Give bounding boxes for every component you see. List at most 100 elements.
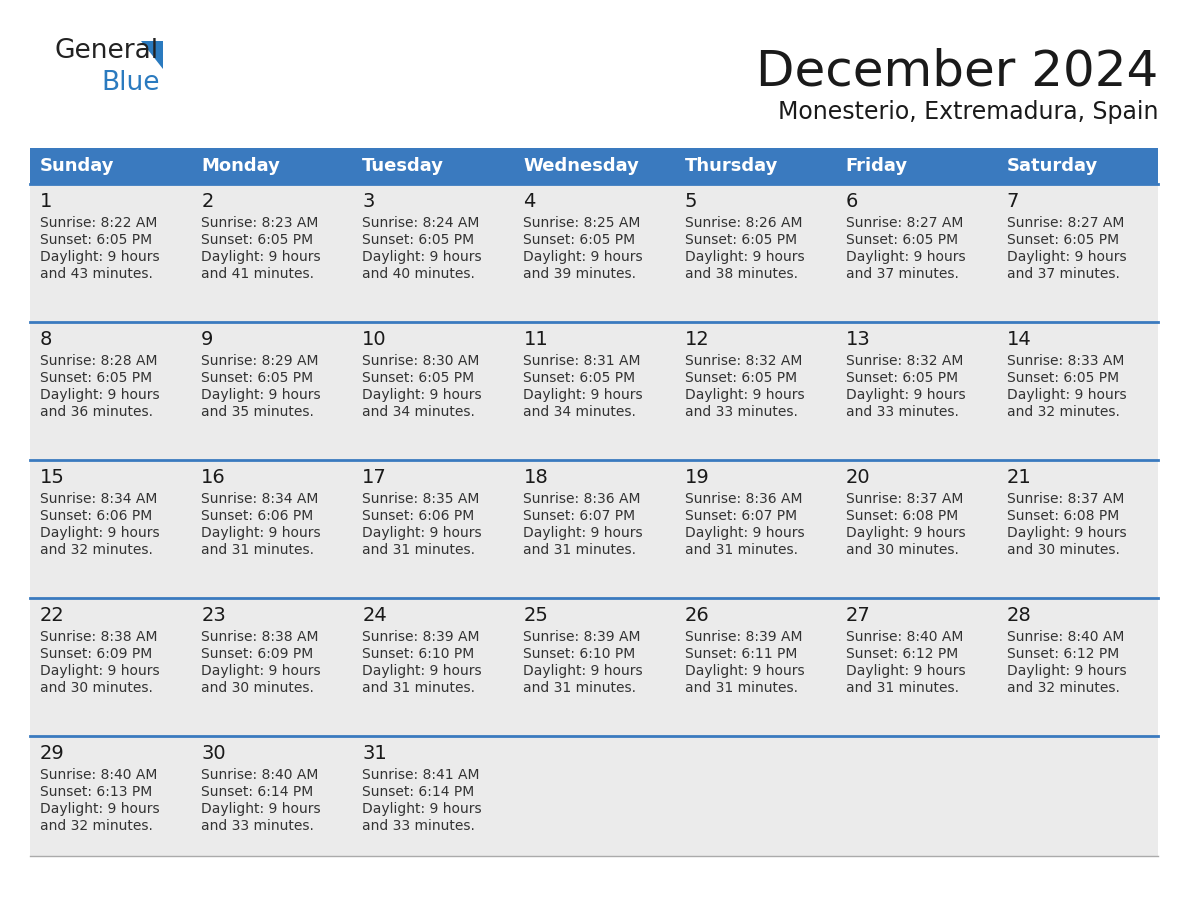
- Text: and 31 minutes.: and 31 minutes.: [846, 681, 959, 695]
- Text: Daylight: 9 hours: Daylight: 9 hours: [362, 802, 482, 816]
- Text: Sunrise: 8:27 AM: Sunrise: 8:27 AM: [1007, 216, 1124, 230]
- Text: 11: 11: [524, 330, 548, 349]
- Text: 10: 10: [362, 330, 387, 349]
- Text: and 33 minutes.: and 33 minutes.: [684, 405, 797, 419]
- Text: Daylight: 9 hours: Daylight: 9 hours: [846, 388, 966, 402]
- Text: Sunrise: 8:38 AM: Sunrise: 8:38 AM: [201, 630, 318, 644]
- Text: Daylight: 9 hours: Daylight: 9 hours: [1007, 250, 1126, 264]
- Text: Sunset: 6:05 PM: Sunset: 6:05 PM: [846, 233, 958, 247]
- Text: Sunset: 6:05 PM: Sunset: 6:05 PM: [1007, 233, 1119, 247]
- Text: Sunset: 6:07 PM: Sunset: 6:07 PM: [684, 509, 797, 523]
- Text: Daylight: 9 hours: Daylight: 9 hours: [684, 388, 804, 402]
- Text: Daylight: 9 hours: Daylight: 9 hours: [362, 664, 482, 678]
- Text: and 38 minutes.: and 38 minutes.: [684, 267, 797, 281]
- Text: Sunset: 6:05 PM: Sunset: 6:05 PM: [201, 371, 314, 385]
- Text: Daylight: 9 hours: Daylight: 9 hours: [524, 250, 643, 264]
- Text: Sunset: 6:10 PM: Sunset: 6:10 PM: [524, 647, 636, 661]
- Text: Sunset: 6:06 PM: Sunset: 6:06 PM: [201, 509, 314, 523]
- Text: Monesterio, Extremadura, Spain: Monesterio, Extremadura, Spain: [777, 100, 1158, 124]
- Text: Sunset: 6:05 PM: Sunset: 6:05 PM: [846, 371, 958, 385]
- Text: Sunset: 6:05 PM: Sunset: 6:05 PM: [40, 233, 152, 247]
- Text: Sunrise: 8:33 AM: Sunrise: 8:33 AM: [1007, 354, 1124, 368]
- Text: Daylight: 9 hours: Daylight: 9 hours: [684, 250, 804, 264]
- Text: Sunrise: 8:22 AM: Sunrise: 8:22 AM: [40, 216, 157, 230]
- Text: 20: 20: [846, 468, 871, 487]
- Text: Sunrise: 8:27 AM: Sunrise: 8:27 AM: [846, 216, 963, 230]
- Text: Sunrise: 8:26 AM: Sunrise: 8:26 AM: [684, 216, 802, 230]
- Bar: [30, 148, 1158, 184]
- Text: Daylight: 9 hours: Daylight: 9 hours: [1007, 664, 1126, 678]
- Text: Sunrise: 8:31 AM: Sunrise: 8:31 AM: [524, 354, 642, 368]
- Text: Sunset: 6:12 PM: Sunset: 6:12 PM: [1007, 647, 1119, 661]
- Text: and 33 minutes.: and 33 minutes.: [362, 819, 475, 833]
- Text: 8: 8: [40, 330, 52, 349]
- Text: Tuesday: Tuesday: [362, 157, 444, 175]
- Text: Daylight: 9 hours: Daylight: 9 hours: [684, 526, 804, 540]
- Text: Sunrise: 8:37 AM: Sunrise: 8:37 AM: [846, 492, 963, 506]
- Text: 15: 15: [40, 468, 65, 487]
- Text: and 32 minutes.: and 32 minutes.: [40, 819, 153, 833]
- Text: Sunrise: 8:23 AM: Sunrise: 8:23 AM: [201, 216, 318, 230]
- Text: Sunrise: 8:34 AM: Sunrise: 8:34 AM: [201, 492, 318, 506]
- Bar: [30, 322, 1158, 460]
- Text: and 41 minutes.: and 41 minutes.: [201, 267, 314, 281]
- Text: Daylight: 9 hours: Daylight: 9 hours: [362, 526, 482, 540]
- Text: 3: 3: [362, 192, 374, 211]
- Text: Sunset: 6:05 PM: Sunset: 6:05 PM: [524, 371, 636, 385]
- Text: 19: 19: [684, 468, 709, 487]
- Text: Daylight: 9 hours: Daylight: 9 hours: [362, 250, 482, 264]
- Text: Sunset: 6:07 PM: Sunset: 6:07 PM: [524, 509, 636, 523]
- Text: Daylight: 9 hours: Daylight: 9 hours: [524, 526, 643, 540]
- Text: and 37 minutes.: and 37 minutes.: [846, 267, 959, 281]
- Text: Sunset: 6:06 PM: Sunset: 6:06 PM: [362, 509, 474, 523]
- Text: 4: 4: [524, 192, 536, 211]
- Text: Monday: Monday: [201, 157, 280, 175]
- Text: Sunrise: 8:39 AM: Sunrise: 8:39 AM: [362, 630, 480, 644]
- Text: 2: 2: [201, 192, 214, 211]
- Text: Sunrise: 8:41 AM: Sunrise: 8:41 AM: [362, 768, 480, 782]
- Text: Sunset: 6:10 PM: Sunset: 6:10 PM: [362, 647, 474, 661]
- Text: Sunset: 6:05 PM: Sunset: 6:05 PM: [362, 371, 474, 385]
- Text: Sunrise: 8:40 AM: Sunrise: 8:40 AM: [40, 768, 157, 782]
- Text: General: General: [55, 38, 159, 64]
- Text: Daylight: 9 hours: Daylight: 9 hours: [362, 388, 482, 402]
- Text: Sunset: 6:08 PM: Sunset: 6:08 PM: [846, 509, 958, 523]
- Text: Sunrise: 8:39 AM: Sunrise: 8:39 AM: [684, 630, 802, 644]
- Text: Sunrise: 8:28 AM: Sunrise: 8:28 AM: [40, 354, 158, 368]
- Text: Sunset: 6:11 PM: Sunset: 6:11 PM: [684, 647, 797, 661]
- Text: 29: 29: [40, 744, 65, 763]
- Text: Sunset: 6:05 PM: Sunset: 6:05 PM: [201, 233, 314, 247]
- Text: Sunset: 6:09 PM: Sunset: 6:09 PM: [40, 647, 152, 661]
- Text: 21: 21: [1007, 468, 1031, 487]
- Text: Sunset: 6:05 PM: Sunset: 6:05 PM: [40, 371, 152, 385]
- Text: Sunset: 6:05 PM: Sunset: 6:05 PM: [362, 233, 474, 247]
- Text: 23: 23: [201, 606, 226, 625]
- Text: Daylight: 9 hours: Daylight: 9 hours: [524, 388, 643, 402]
- Text: Daylight: 9 hours: Daylight: 9 hours: [201, 802, 321, 816]
- Text: and 31 minutes.: and 31 minutes.: [684, 543, 797, 557]
- Text: and 34 minutes.: and 34 minutes.: [362, 405, 475, 419]
- Text: and 32 minutes.: and 32 minutes.: [1007, 405, 1120, 419]
- Text: Sunset: 6:05 PM: Sunset: 6:05 PM: [524, 233, 636, 247]
- Text: 1: 1: [40, 192, 52, 211]
- Bar: [30, 184, 1158, 322]
- Text: Sunrise: 8:25 AM: Sunrise: 8:25 AM: [524, 216, 640, 230]
- Text: Daylight: 9 hours: Daylight: 9 hours: [40, 250, 159, 264]
- Text: Sunset: 6:13 PM: Sunset: 6:13 PM: [40, 785, 152, 799]
- Text: and 31 minutes.: and 31 minutes.: [362, 681, 475, 695]
- Text: Sunrise: 8:40 AM: Sunrise: 8:40 AM: [1007, 630, 1124, 644]
- Text: and 30 minutes.: and 30 minutes.: [40, 681, 153, 695]
- Text: Sunrise: 8:32 AM: Sunrise: 8:32 AM: [846, 354, 963, 368]
- Text: and 30 minutes.: and 30 minutes.: [846, 543, 959, 557]
- Text: Daylight: 9 hours: Daylight: 9 hours: [40, 802, 159, 816]
- Text: Sunrise: 8:37 AM: Sunrise: 8:37 AM: [1007, 492, 1124, 506]
- Text: Daylight: 9 hours: Daylight: 9 hours: [201, 664, 321, 678]
- Text: and 31 minutes.: and 31 minutes.: [524, 543, 637, 557]
- Text: 27: 27: [846, 606, 871, 625]
- Text: Daylight: 9 hours: Daylight: 9 hours: [1007, 388, 1126, 402]
- Text: Sunset: 6:08 PM: Sunset: 6:08 PM: [1007, 509, 1119, 523]
- Text: Sunrise: 8:29 AM: Sunrise: 8:29 AM: [201, 354, 318, 368]
- Text: Sunrise: 8:35 AM: Sunrise: 8:35 AM: [362, 492, 480, 506]
- Text: 9: 9: [201, 330, 214, 349]
- Bar: [30, 460, 1158, 598]
